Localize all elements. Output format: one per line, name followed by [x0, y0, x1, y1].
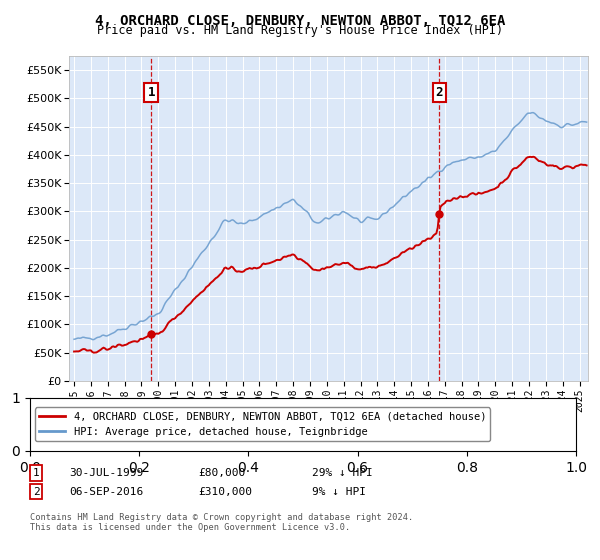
Text: 2: 2 — [436, 86, 443, 99]
Text: 1: 1 — [148, 86, 155, 99]
Text: 30-JUL-1999: 30-JUL-1999 — [69, 468, 143, 478]
Text: £80,000: £80,000 — [198, 468, 245, 478]
Text: 9% ↓ HPI: 9% ↓ HPI — [312, 487, 366, 497]
Text: Price paid vs. HM Land Registry's House Price Index (HPI): Price paid vs. HM Land Registry's House … — [97, 24, 503, 37]
Text: £310,000: £310,000 — [198, 487, 252, 497]
Text: Contains HM Land Registry data © Crown copyright and database right 2024.: Contains HM Land Registry data © Crown c… — [30, 513, 413, 522]
Text: 1: 1 — [32, 468, 40, 478]
Legend: 4, ORCHARD CLOSE, DENBURY, NEWTON ABBOT, TQ12 6EA (detached house), HPI: Average: 4, ORCHARD CLOSE, DENBURY, NEWTON ABBOT,… — [35, 408, 490, 441]
Text: 4, ORCHARD CLOSE, DENBURY, NEWTON ABBOT, TQ12 6EA: 4, ORCHARD CLOSE, DENBURY, NEWTON ABBOT,… — [95, 14, 505, 28]
Text: 06-SEP-2016: 06-SEP-2016 — [69, 487, 143, 497]
Text: This data is licensed under the Open Government Licence v3.0.: This data is licensed under the Open Gov… — [30, 523, 350, 532]
Text: 29% ↓ HPI: 29% ↓ HPI — [312, 468, 373, 478]
Text: 2: 2 — [32, 487, 40, 497]
